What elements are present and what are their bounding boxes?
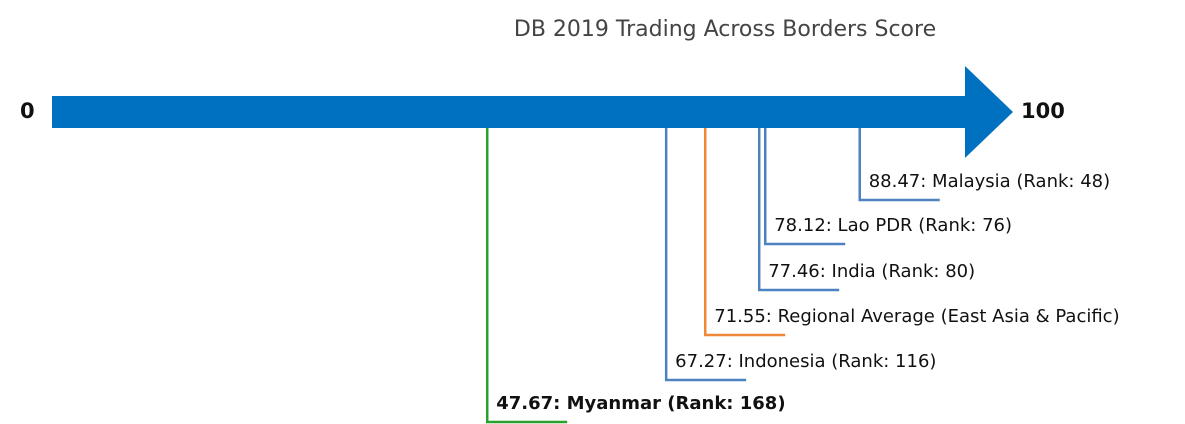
leader-line <box>704 128 786 337</box>
value-label: 88.47: Malaysia (Rank: 48) <box>869 171 1110 192</box>
value-label: 71.55: Regional Average (East Asia & Pac… <box>714 306 1119 327</box>
leader-line <box>664 128 747 382</box>
value-label: 67.27: Indonesia (Rank: 116) <box>675 351 936 372</box>
axis-arrow <box>52 66 1013 158</box>
value-label: 47.67: Myanmar (Rank: 168) <box>496 393 785 414</box>
value-label: 77.46: India (Rank: 80) <box>768 261 975 282</box>
leader-line <box>757 128 840 292</box>
leader-line <box>485 128 568 424</box>
x-tick-label: 100 <box>1021 99 1065 123</box>
value-label: 78.12: Lao PDR (Rank: 76) <box>774 215 1012 236</box>
leader-line <box>858 128 940 202</box>
x-tick-label: 0 <box>20 99 35 123</box>
chart-title: DB 2019 Trading Across Borders Score <box>514 17 936 42</box>
leader-line <box>763 128 846 246</box>
